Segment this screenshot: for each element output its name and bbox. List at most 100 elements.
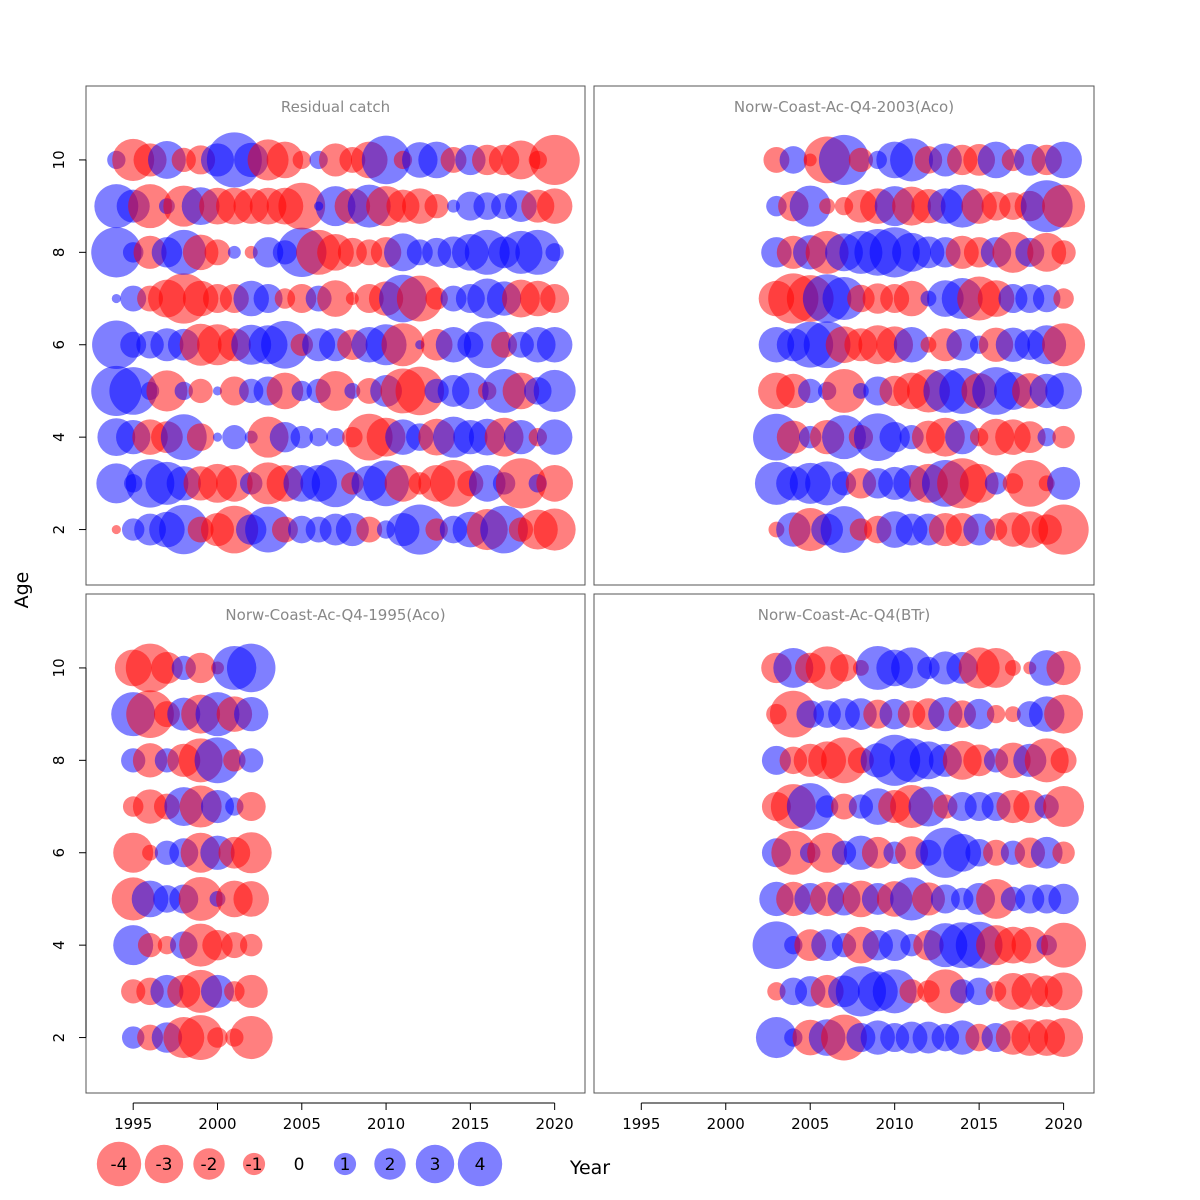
residual-bubble: [1044, 972, 1083, 1011]
residual-bubble: [216, 465, 253, 502]
residual-bubble: [959, 463, 999, 503]
legend-label: -3: [156, 1155, 173, 1175]
residual-bubble: [178, 1015, 224, 1061]
legend-bubble: [242, 1152, 266, 1176]
residual-bubble: [1004, 659, 1021, 676]
y-tick-label: 8: [50, 248, 68, 258]
residual-bubble: [976, 647, 1017, 688]
residual-bubble: [830, 654, 858, 682]
residual-bubble: [776, 420, 810, 454]
y-tick-label: 4: [50, 940, 68, 950]
panel-frame: [593, 593, 1095, 1094]
residual-bubble: [1047, 466, 1081, 500]
legend-bubble: [193, 1148, 225, 1180]
legend-item: 4: [457, 1141, 503, 1187]
residual-bubble: [207, 1027, 228, 1048]
residual-bubble: [946, 328, 979, 361]
residual-bubble: [965, 977, 993, 1006]
legend-label: -4: [111, 1155, 128, 1175]
residual-bubble: [891, 647, 933, 689]
residual-bubble: [326, 427, 345, 447]
residual-bubble: [1051, 240, 1076, 265]
residual-bubble: [805, 461, 850, 506]
y-axis-label: Age: [11, 572, 33, 609]
residual-bubble: [381, 323, 425, 367]
residual-bubble: [229, 1016, 273, 1060]
y-tick-label: 2: [50, 1033, 68, 1043]
legend-item: -3: [144, 1144, 184, 1184]
residual-bubble: [253, 284, 283, 314]
residual-bubble: [233, 881, 269, 917]
residual-bubble: [159, 504, 209, 555]
residual-bubble: [536, 465, 573, 502]
residual-bubble: [977, 141, 1015, 179]
residual-bubble: [1037, 427, 1056, 447]
legend-label: 1: [340, 1155, 351, 1175]
residual-bubble: [501, 140, 541, 180]
residual-bubble: [771, 830, 816, 875]
residual-bubble: [786, 783, 834, 830]
x-tick-label: 2010: [367, 1115, 405, 1133]
residual-bubble: [234, 696, 269, 732]
legend-label: 3: [430, 1155, 441, 1175]
residual-bubble: [194, 737, 241, 784]
legend-bubble: [457, 1141, 503, 1187]
residual-bubble: [109, 367, 158, 415]
residual-bubble: [344, 383, 361, 399]
residual-bubble: [893, 280, 930, 317]
residual-bubble: [186, 423, 215, 451]
residual-bubble: [963, 698, 995, 730]
residual-bubble: [395, 366, 445, 416]
residual-bubble: [468, 465, 506, 502]
panel-title: Norw-Coast-Ac-Q4-1995(Aco): [225, 606, 445, 624]
residual-bubble: [872, 969, 917, 1014]
residual-bubble: [269, 421, 301, 453]
legend-bubble: [333, 1152, 357, 1176]
residual-bubble: [266, 372, 304, 410]
legend-bubble: [415, 1144, 455, 1184]
legend-item: -2: [193, 1148, 225, 1180]
panel-title: Norw-Coast-Ac-Q4-2003(Aco): [734, 98, 954, 116]
x-tick-label: 2020: [1045, 1115, 1083, 1133]
residual-bubble: [137, 933, 163, 958]
residual-bubble: [1052, 841, 1075, 864]
residual-bubble: [111, 293, 121, 304]
residual-bubble: [92, 320, 141, 369]
residual-bubble: [1052, 425, 1075, 449]
residual-bubble: [1030, 836, 1063, 869]
axes-layer: 2 4 6 8 10 2 4 6 8 10 1995 2000 2005 2010 2015 2020 1995…: [50, 150, 1083, 1133]
residual-bubble: [292, 150, 311, 170]
residual-bubble: [752, 921, 801, 969]
residual-bubble: [356, 516, 383, 543]
residual-bubble: [204, 239, 231, 266]
residual-bubble: [146, 370, 188, 412]
residual-bubble: [1050, 747, 1077, 774]
residual-bubble: [503, 419, 539, 455]
residual-bubble: [819, 198, 836, 215]
residual-bubble: [984, 472, 1008, 495]
residual-bubble: [983, 839, 1010, 866]
y-tick-label: 10: [50, 658, 68, 677]
residual-bubble: [236, 792, 266, 822]
residual-bubble: [848, 147, 874, 173]
residual-bubble: [278, 182, 326, 230]
x-axis-label: Year: [569, 1157, 610, 1179]
residual-bubble: [789, 185, 831, 227]
legend-bubble: [374, 1148, 406, 1180]
residual-bubble: [798, 378, 823, 404]
residual-bubble: [1004, 706, 1021, 723]
residual-bubble: [142, 844, 158, 861]
residual-bubble: [424, 194, 449, 219]
residual-bubble: [818, 134, 870, 186]
residual-bubble: [986, 704, 1006, 724]
residual-bubble: [515, 229, 561, 275]
residual-bubble: [452, 372, 489, 410]
residual-bubble: [223, 749, 246, 772]
legend-item: 3: [415, 1144, 455, 1184]
residual-bubble: [923, 969, 968, 1014]
residual-bubble: [221, 932, 248, 959]
legend-item: 2: [374, 1148, 406, 1180]
x-tick-label: 2015: [960, 1115, 998, 1133]
legend-label: -1: [246, 1155, 263, 1175]
residual-bubble: [779, 146, 808, 174]
